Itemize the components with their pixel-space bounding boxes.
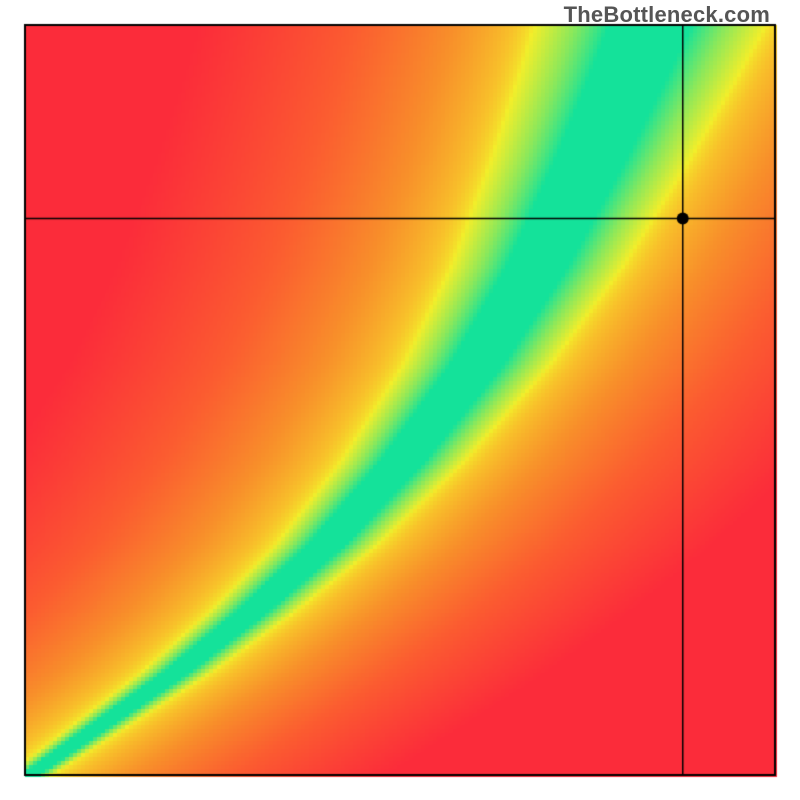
bottleneck-heatmap (0, 0, 800, 800)
attribution-text: TheBottleneck.com (564, 2, 770, 28)
